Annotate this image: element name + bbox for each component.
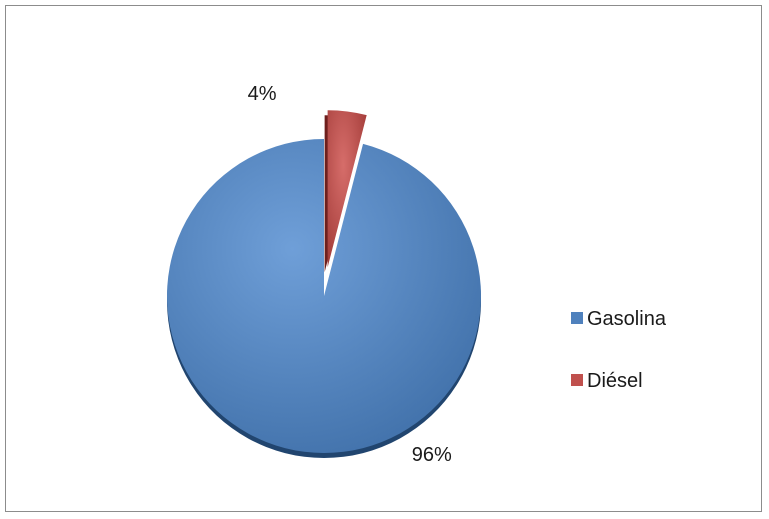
- data-label-diesel: 4%: [248, 83, 277, 105]
- legend-label-gasolina: Gasolina: [587, 308, 667, 330]
- legend-swatch-diesel: [571, 374, 583, 386]
- data-labels: 96% 4%: [248, 83, 452, 466]
- legend: Gasolina Diésel: [571, 308, 667, 392]
- data-label-gasolina: 96%: [412, 444, 452, 466]
- legend-label-diesel: Diésel: [587, 370, 643, 392]
- pie-slice-gasolina: [167, 139, 482, 453]
- pie-slice-diesel: [327, 110, 367, 268]
- legend-swatch-gasolina: [571, 312, 583, 324]
- pie-slices: [167, 110, 482, 459]
